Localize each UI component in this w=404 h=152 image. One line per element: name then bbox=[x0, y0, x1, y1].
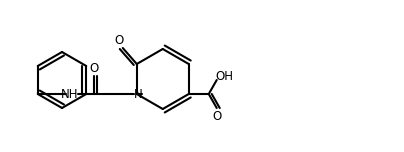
Text: O: O bbox=[212, 109, 221, 123]
Text: O: O bbox=[114, 33, 123, 47]
Text: N: N bbox=[133, 88, 142, 100]
Text: O: O bbox=[89, 62, 99, 74]
Text: OH: OH bbox=[216, 69, 234, 83]
Text: NH: NH bbox=[61, 88, 78, 100]
